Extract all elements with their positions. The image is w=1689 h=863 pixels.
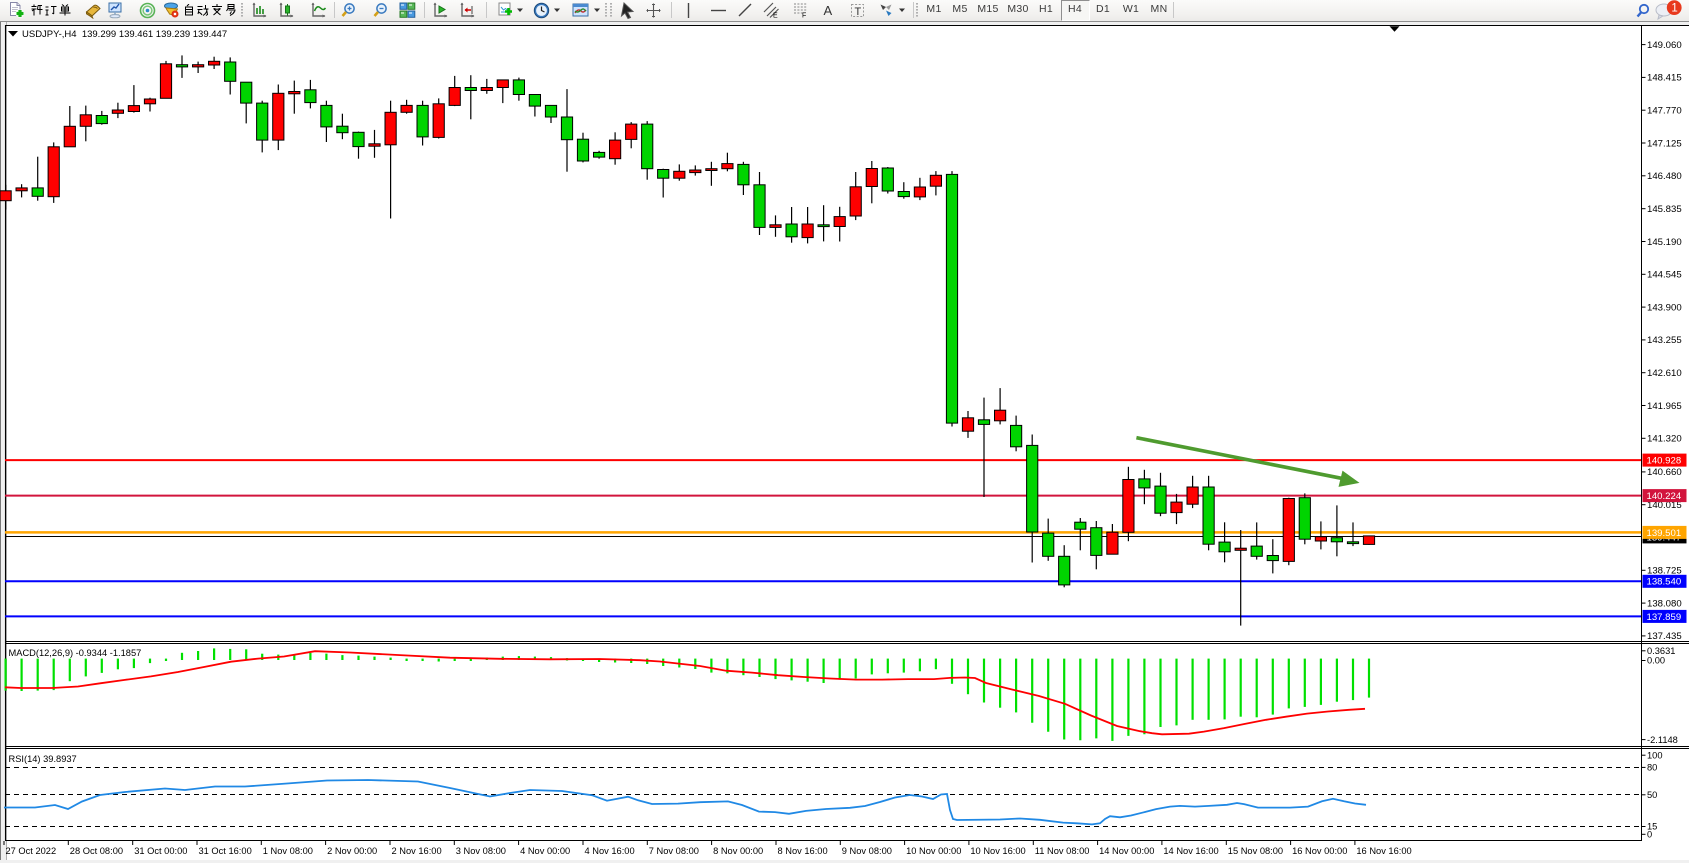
svg-text:31 Oct 16:00: 31 Oct 16:00 — [199, 846, 252, 856]
svg-text:11 Nov 08:00: 11 Nov 08:00 — [1035, 846, 1090, 856]
svg-text:139.501: 139.501 — [1647, 528, 1682, 539]
svg-text:-2.1148: -2.1148 — [1647, 735, 1678, 745]
svg-text:140.928: 140.928 — [1647, 456, 1682, 467]
svg-text:4 Nov 00:00: 4 Nov 00:00 — [520, 846, 570, 856]
svg-text:143.900: 143.900 — [1647, 302, 1682, 313]
svg-text:2 Nov 00:00: 2 Nov 00:00 — [327, 846, 377, 856]
svg-text:7 Nov 08:00: 7 Nov 08:00 — [649, 846, 699, 856]
svg-text:MACD(12,26,9) -0.9344 -1.1857: MACD(12,26,9) -0.9344 -1.1857 — [9, 648, 142, 658]
svg-text:142.610: 142.610 — [1647, 368, 1682, 379]
svg-text:10 Nov 00:00: 10 Nov 00:00 — [906, 846, 961, 856]
svg-text:140.015: 140.015 — [1647, 500, 1682, 511]
svg-text:10 Nov 16:00: 10 Nov 16:00 — [970, 846, 1025, 856]
svg-text:4 Nov 16:00: 4 Nov 16:00 — [585, 846, 635, 856]
svg-text:149.060: 149.060 — [1647, 40, 1682, 51]
svg-text:F: F — [802, 13, 806, 20]
svg-text:14 Nov 16:00: 14 Nov 16:00 — [1163, 846, 1218, 856]
svg-text:14 Nov 00:00: 14 Nov 00:00 — [1099, 846, 1154, 856]
svg-text:144.545: 144.545 — [1647, 270, 1682, 281]
svg-text:141.965: 141.965 — [1647, 401, 1682, 412]
svg-text:16 Nov 16:00: 16 Nov 16:00 — [1356, 846, 1411, 856]
svg-text:8 Nov 16:00: 8 Nov 16:00 — [778, 846, 828, 856]
svg-text:140.660: 140.660 — [1647, 467, 1682, 478]
svg-text:2 Nov 16:00: 2 Nov 16:00 — [392, 846, 442, 856]
svg-text:1 Nov 08:00: 1 Nov 08:00 — [263, 846, 313, 856]
svg-text:0.00: 0.00 — [1647, 656, 1665, 666]
svg-text:137.859: 137.859 — [1647, 612, 1682, 623]
svg-text:RSI(14) 39.8937: RSI(14) 39.8937 — [9, 754, 77, 764]
svg-text:138.725: 138.725 — [1647, 566, 1682, 577]
svg-text:28 Oct 08:00: 28 Oct 08:00 — [70, 846, 123, 856]
svg-text:1: 1 — [1671, 3, 1677, 15]
svg-text:50: 50 — [1647, 790, 1657, 800]
svg-text:15: 15 — [1647, 822, 1657, 832]
svg-text:137.435: 137.435 — [1647, 631, 1682, 642]
svg-text:3 Nov 08:00: 3 Nov 08:00 — [456, 846, 506, 856]
svg-text:138.080: 138.080 — [1647, 598, 1682, 609]
svg-text:16 Nov 00:00: 16 Nov 00:00 — [1292, 846, 1347, 856]
svg-text:E: E — [773, 13, 778, 20]
svg-text:A: A — [823, 3, 832, 18]
svg-text:138.540: 138.540 — [1647, 577, 1682, 588]
svg-text:148.415: 148.415 — [1647, 73, 1682, 84]
svg-text:147.125: 147.125 — [1647, 138, 1682, 149]
svg-text:T: T — [854, 6, 861, 18]
svg-text:15 Nov 08:00: 15 Nov 08:00 — [1228, 846, 1283, 856]
svg-text:140.224: 140.224 — [1647, 491, 1682, 502]
svg-text:8 Nov 00:00: 8 Nov 00:00 — [713, 846, 763, 856]
svg-text:0.3631: 0.3631 — [1647, 646, 1675, 656]
svg-text:141.320: 141.320 — [1647, 434, 1682, 445]
svg-text:143.255: 143.255 — [1647, 335, 1682, 346]
svg-text:145.190: 145.190 — [1647, 237, 1682, 248]
svg-text:145.835: 145.835 — [1647, 204, 1682, 215]
svg-text:80: 80 — [1647, 763, 1657, 773]
svg-text:147.770: 147.770 — [1647, 106, 1682, 117]
svg-text:0: 0 — [1647, 830, 1652, 840]
svg-text:31 Oct 00:00: 31 Oct 00:00 — [134, 846, 187, 856]
svg-text:9 Nov 08:00: 9 Nov 08:00 — [842, 846, 892, 856]
svg-text:100: 100 — [1647, 750, 1663, 760]
svg-text:146.480: 146.480 — [1647, 171, 1682, 182]
svg-text:USDJPY-,H4 139.299 139.461 13: USDJPY-,H4 139.299 139.461 139.239 139.4… — [22, 29, 227, 40]
svg-text:27 Oct 2022: 27 Oct 2022 — [6, 846, 57, 856]
